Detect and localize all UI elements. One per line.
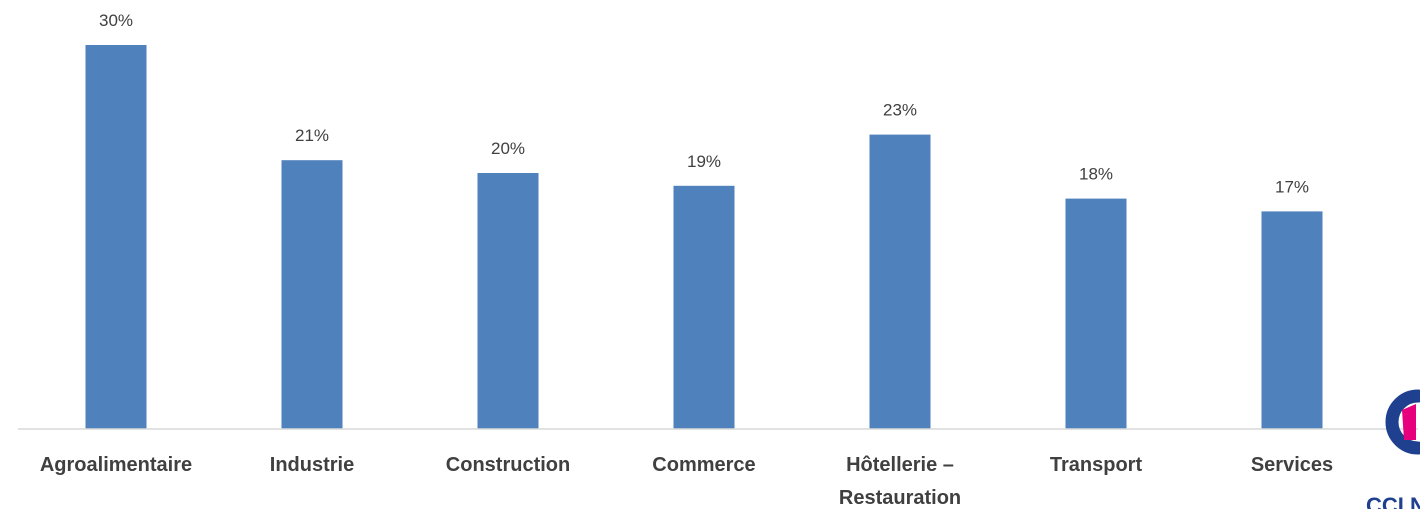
- data-labels-group: 30% 21% 20% 19% 23% 18% 17%: [99, 11, 1309, 196]
- bars-group: [85, 45, 1323, 429]
- data-label: 23%: [883, 101, 917, 120]
- bar-services: [1261, 211, 1323, 429]
- category-label: Industrie: [270, 454, 354, 476]
- category-label-line: Restauration: [839, 487, 961, 509]
- data-label: 19%: [687, 152, 721, 171]
- bar-h-tellerie-restauration: [869, 134, 931, 429]
- category-labels-group: Agroalimentaire Industrie Construction Comm…: [40, 454, 1333, 509]
- category-label: Construction: [446, 454, 570, 476]
- category-label-line: Agroalimentaire: [40, 454, 192, 476]
- data-label: 30%: [99, 11, 133, 30]
- data-label: 20%: [491, 139, 525, 158]
- category-label-line: Transport: [1050, 454, 1143, 476]
- category-label-line: Services: [1251, 454, 1333, 476]
- bar-agroalimentaire: [85, 45, 147, 429]
- category-label: Transport: [1050, 454, 1143, 476]
- data-label: 18%: [1079, 165, 1113, 184]
- logo-text: CCI NOUV: [1366, 493, 1420, 509]
- category-label-line: Commerce: [652, 454, 755, 476]
- category-label-line: Construction: [446, 454, 570, 476]
- cci-logo: CCI NOUV: [1366, 389, 1420, 509]
- data-label: 17%: [1275, 177, 1309, 196]
- bar-transport: [1065, 198, 1127, 429]
- cci-logo-mark: [1385, 389, 1420, 455]
- category-label: Services: [1251, 454, 1333, 476]
- category-label: Hôtellerie – Restauration: [839, 454, 961, 509]
- data-label: 21%: [295, 126, 329, 145]
- category-label-line: Hôtellerie –: [846, 454, 954, 476]
- category-label: Commerce: [652, 454, 755, 476]
- bar-construction: [477, 173, 539, 429]
- bar-commerce: [673, 185, 735, 429]
- category-label-line: Industrie: [270, 454, 354, 476]
- bar-industrie: [281, 160, 343, 429]
- category-label: Agroalimentaire: [40, 454, 192, 476]
